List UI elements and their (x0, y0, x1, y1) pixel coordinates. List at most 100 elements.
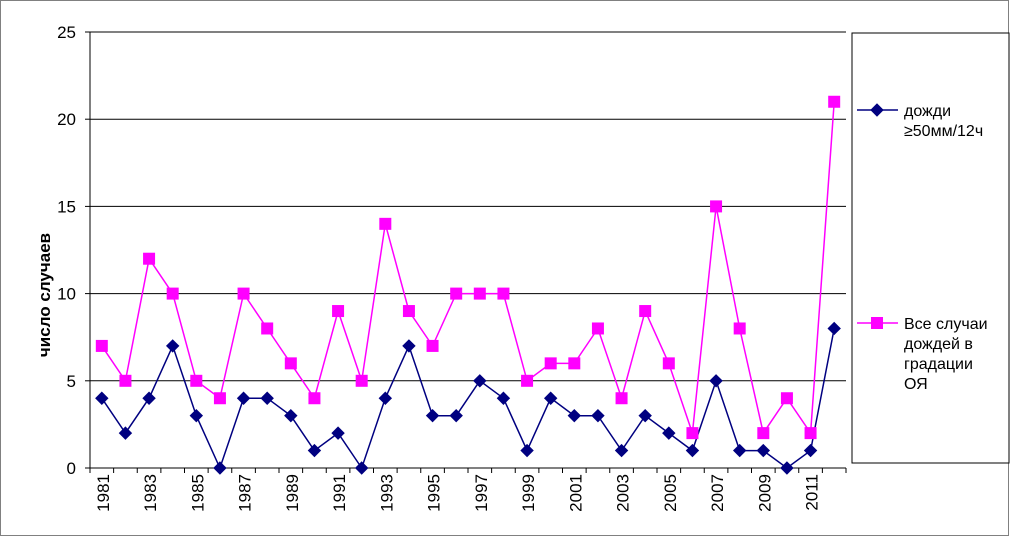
data-point (119, 374, 132, 387)
legend: дожди ≥50мм/12ч Все случаи дождей в градации… (851, 32, 1010, 464)
data-point (379, 217, 392, 230)
data-point (521, 374, 534, 387)
series-1 (95, 321, 841, 475)
data-point (827, 321, 841, 336)
data-point (213, 461, 227, 475)
data-point (804, 427, 817, 440)
data-point (780, 461, 794, 475)
data-point (686, 427, 699, 440)
data-point (733, 322, 746, 335)
data-point (260, 391, 274, 405)
x-axis-ticks: 1981 1983 1985 1987 1989 1991 1993 1995 1997 1999… (89, 468, 847, 512)
legend-marker (870, 103, 884, 117)
data-point (143, 252, 156, 265)
data-point (496, 391, 511, 405)
data-point (190, 374, 203, 387)
data-point (543, 391, 558, 405)
x-tick-label: 2001 (566, 474, 585, 512)
data-point (95, 339, 108, 352)
x-tick-label: 2005 (661, 474, 680, 512)
data-point (237, 287, 250, 300)
data-point (662, 426, 676, 440)
x-tick-label: 2009 (755, 474, 774, 512)
x-tick-label: 1999 (519, 474, 538, 512)
legend-marker (871, 317, 883, 329)
data-point (165, 339, 180, 353)
y-tick-label: 5 (67, 372, 76, 391)
data-point (355, 374, 368, 387)
data-point (756, 443, 771, 458)
data-point (828, 95, 841, 108)
legend-entry-2: Все случаи дождей в градации ОЯ (857, 316, 988, 393)
data-point (308, 392, 321, 405)
y-tick-label: 15 (57, 197, 76, 216)
data-point (118, 426, 133, 440)
data-point (307, 443, 322, 458)
legend-label: градации (904, 356, 973, 373)
series-line (101, 328, 835, 471)
legend-label: ОЯ (904, 376, 928, 393)
data-point (378, 391, 393, 405)
data-point (166, 287, 179, 300)
data-point (473, 287, 486, 300)
series-group (95, 95, 841, 475)
y-tick-label: 10 (57, 285, 76, 304)
data-point (95, 391, 109, 405)
legend-label: ≥50мм/12ч (904, 123, 983, 140)
data-point (261, 322, 274, 335)
x-tick-label: 1985 (188, 474, 207, 512)
x-tick-label: 2003 (614, 474, 633, 512)
data-point (757, 427, 770, 440)
data-point (426, 339, 439, 352)
data-point (402, 339, 416, 353)
data-point (709, 374, 723, 388)
data-point (473, 374, 487, 388)
x-tick-label: 1995 (425, 474, 444, 512)
x-tick-label: 1991 (330, 474, 349, 512)
x-tick-label: 1989 (283, 474, 302, 512)
data-point (567, 408, 582, 423)
data-point (732, 443, 747, 458)
data-point (354, 461, 369, 475)
data-point (780, 392, 793, 405)
x-tick-label: 2007 (708, 474, 727, 512)
x-tick-label: 2011 (803, 474, 822, 511)
data-point (189, 408, 204, 423)
data-point (639, 305, 652, 318)
data-point (450, 287, 463, 300)
y-axis-ticks: 0 5 10 15 20 25 (57, 23, 90, 478)
data-point (638, 408, 652, 423)
data-point (497, 287, 510, 300)
series-line (101, 101, 835, 436)
data-point (284, 357, 297, 370)
data-point (685, 443, 700, 458)
x-tick-label: 1983 (141, 474, 160, 512)
x-tick-label: 1993 (377, 474, 396, 512)
data-point (544, 357, 557, 370)
y-axis-title: число случаев (35, 233, 54, 357)
legend-entry-1: дожди ≥50мм/12ч (857, 103, 983, 140)
data-point (331, 426, 345, 440)
y-tick-label: 20 (57, 110, 76, 129)
series-2 (95, 95, 841, 440)
data-point (662, 357, 675, 370)
data-point (236, 391, 251, 405)
axes (89, 32, 846, 469)
data-point (332, 305, 345, 318)
data-point (425, 408, 440, 423)
gridlines (90, 31, 846, 382)
data-point (614, 443, 629, 458)
data-point (213, 392, 226, 405)
x-tick-label: 1987 (236, 474, 255, 512)
x-tick-label: 1997 (472, 474, 491, 512)
data-point (284, 408, 298, 423)
data-point (710, 200, 723, 213)
y-tick-label: 0 (67, 459, 76, 478)
data-point (803, 443, 818, 458)
legend-label: дождей в (904, 336, 973, 353)
y-tick-label: 25 (57, 23, 76, 42)
x-tick-label: 1981 (94, 474, 113, 512)
data-point (568, 357, 581, 370)
data-point (615, 392, 628, 405)
